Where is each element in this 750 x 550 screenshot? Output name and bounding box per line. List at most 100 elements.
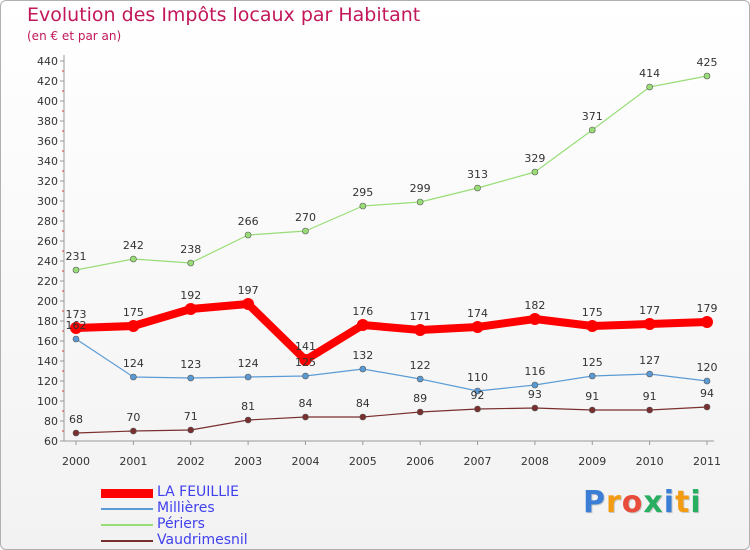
x-tick-label: 2001 (119, 455, 147, 468)
y-tick-label: 100 (37, 395, 58, 408)
data-point (531, 168, 539, 176)
data-label: 124 (123, 357, 144, 370)
chart-title: Evolution des Impôts locaux par Habitant (27, 4, 421, 26)
data-label: 197 (238, 284, 259, 297)
data-point (302, 227, 309, 235)
logo-letter: r (606, 485, 622, 520)
data-labels: 173 175 192 197 141 176 171 174 182 175 177 179 162 1… (66, 56, 718, 426)
chart-subtitle: (en € et par an) (27, 29, 122, 43)
data-label: 162 (66, 319, 87, 332)
x-tick-label: 2002 (177, 455, 205, 468)
x-tick-label: 2004 (291, 455, 319, 468)
series-line-3 (75, 406, 708, 434)
data-label: 414 (639, 67, 660, 80)
data-label: 182 (524, 299, 545, 312)
data-point (701, 316, 713, 328)
data-point (244, 416, 252, 424)
data-label: 120 (697, 361, 718, 374)
y-tick-label: 320 (37, 175, 58, 188)
data-label: 71 (184, 410, 198, 423)
y-tick-label: 160 (37, 335, 58, 348)
data-label: 84 (298, 397, 312, 410)
data-label: 123 (180, 358, 201, 371)
data-label: 70 (126, 411, 140, 424)
data-label: 175 (123, 306, 144, 319)
x-tick-label: 2008 (521, 455, 549, 468)
data-point (416, 375, 424, 383)
data-label: 93 (528, 388, 542, 401)
data-point (302, 372, 309, 380)
data-point (646, 370, 653, 378)
y-tick-label: 120 (37, 375, 58, 388)
x-tick-label: 2000 (62, 455, 90, 468)
x-tick-label: 2006 (406, 455, 434, 468)
data-point (70, 322, 82, 334)
data-point (643, 318, 656, 330)
data-point (703, 377, 711, 385)
y-tick-label: 440 (37, 55, 58, 68)
data-label: 124 (238, 357, 259, 370)
data-point (244, 373, 252, 381)
data-point (244, 231, 252, 239)
data-point (242, 298, 255, 310)
data-label: 329 (524, 152, 545, 165)
data-point (356, 319, 369, 331)
data-label: 125 (582, 356, 603, 369)
data-point (703, 72, 711, 80)
y-tick-label: 280 (37, 215, 58, 228)
data-label: 177 (639, 304, 660, 317)
data-label: 175 (582, 306, 603, 319)
data-point (588, 126, 596, 134)
y-tick-label: 260 (37, 235, 58, 248)
data-point (474, 405, 481, 413)
y-tick-label: 180 (37, 315, 58, 328)
data-point (359, 365, 367, 373)
data-point (359, 202, 367, 210)
y-tick-label: 240 (37, 255, 58, 268)
x-tick-label: 2010 (636, 455, 664, 468)
y-tick-label: 80 (44, 415, 58, 428)
data-point (528, 313, 541, 325)
data-label: 371 (582, 110, 603, 123)
data-label: 231 (66, 250, 87, 263)
data-label: 110 (467, 371, 488, 384)
legend-label: Périers (157, 516, 205, 532)
axes: 60 80 100 120 140 160 180 200 220 240 260 280 300 320… (37, 55, 721, 468)
data-point (474, 387, 481, 395)
data-label: 116 (524, 365, 545, 378)
data-point (646, 406, 653, 414)
y-tick-label: 360 (37, 135, 58, 148)
data-point (72, 335, 80, 343)
data-point (302, 413, 309, 421)
logo-letter: P (583, 485, 606, 520)
data-label: 192 (180, 289, 201, 302)
legend-label: Vaudrimesnil (157, 532, 248, 548)
series-line-1 (75, 338, 708, 392)
y-tick-label: 60 (44, 435, 58, 448)
data-label: 299 (410, 182, 431, 195)
data-label: 81 (241, 400, 255, 413)
y-tick-label: 220 (37, 275, 58, 288)
data-label: 132 (352, 349, 373, 362)
legend-swatch (101, 508, 153, 510)
data-point (187, 426, 195, 434)
data-label: 179 (697, 302, 718, 315)
data-point (130, 255, 137, 263)
x-tick-label: 2003 (234, 455, 262, 468)
data-point (416, 198, 424, 206)
data-label: 242 (123, 239, 144, 252)
y-tick-label: 420 (37, 75, 58, 88)
data-point (130, 427, 137, 435)
data-point (531, 404, 539, 412)
logo-letter: o (621, 485, 644, 520)
data-label: 91 (643, 390, 657, 403)
data-point (130, 373, 137, 381)
data-point (359, 413, 367, 421)
logo-letter: t (675, 485, 691, 520)
y-tick-label: 340 (37, 155, 58, 168)
data-label: 176 (352, 305, 373, 318)
legend-swatch (101, 524, 153, 526)
data-point (72, 429, 80, 437)
series-layer (70, 72, 713, 437)
